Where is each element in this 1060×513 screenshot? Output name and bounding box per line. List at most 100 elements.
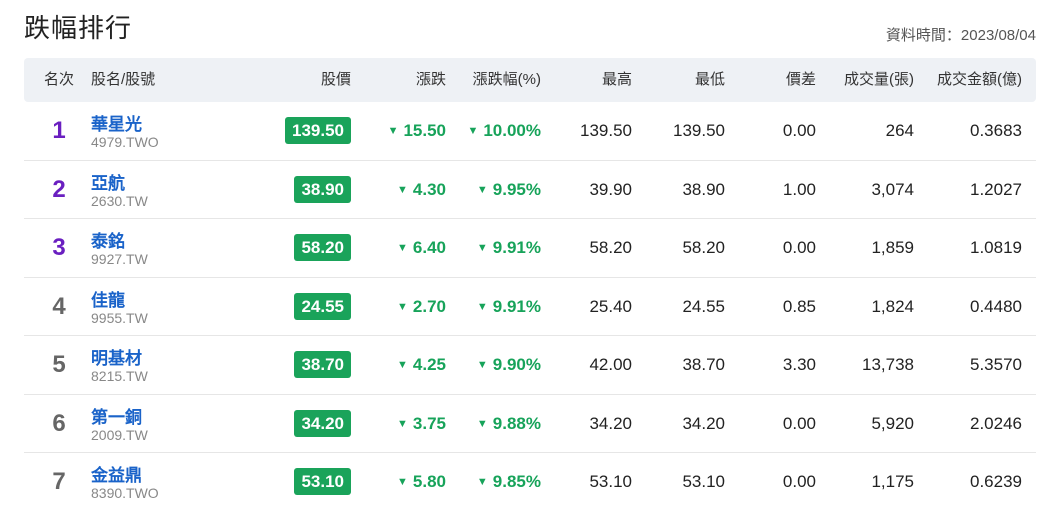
- diff-value: 0.00: [782, 238, 816, 257]
- down-arrow-icon: ▼: [397, 300, 408, 313]
- col-name: 股名/股號: [91, 71, 156, 88]
- col-diff[interactable]: 價差: [785, 71, 816, 88]
- amount-value: 0.6239: [970, 472, 1022, 491]
- amount-value: 1.2027: [970, 179, 1022, 199]
- change-value: ▼ 5.80: [397, 472, 446, 491]
- volume-value: 5,920: [871, 413, 914, 433]
- change-value: ▼ 4.25: [397, 355, 446, 374]
- diff-value: 0.00: [782, 472, 816, 491]
- rank-number: 1: [52, 117, 66, 144]
- change-value: ▼ 3.75: [397, 413, 446, 433]
- diff-value: 1.00: [782, 179, 816, 199]
- low-value: 38.70: [682, 355, 725, 374]
- table-body: 1 華星光 4979.TWO 139.50 ▼ 15.50 ▼ 10.00% 139…: [24, 102, 1036, 512]
- stock-code: 8390.TWO: [91, 485, 159, 501]
- price-badge: 139.50: [285, 117, 351, 144]
- price-badge: 34.20: [294, 409, 351, 437]
- amount-value: 2.0246: [970, 413, 1022, 433]
- diff-value: 0.00: [782, 121, 816, 140]
- stock-code: 2630.TW: [91, 192, 148, 209]
- high-value: 53.10: [589, 472, 632, 491]
- high-value: 25.40: [589, 296, 632, 316]
- change-pct-value: ▼ 9.85%: [476, 472, 541, 491]
- table-row: 1 華星光 4979.TWO 139.50 ▼ 15.50 ▼ 10.00% 139…: [24, 102, 1036, 161]
- stock-name-link[interactable]: 華星光: [91, 115, 142, 135]
- volume-value: 1,175: [871, 472, 914, 491]
- rank-number: 6: [52, 409, 66, 437]
- change-pct-value: ▼ 9.88%: [476, 413, 541, 433]
- stock-name-link[interactable]: 明基材: [91, 349, 142, 369]
- down-arrow-icon: ▼: [397, 417, 408, 430]
- page-title: 跌幅排行: [24, 14, 133, 44]
- down-arrow-icon: ▼: [476, 359, 488, 371]
- col-price[interactable]: 股價: [320, 71, 351, 88]
- low-value: 38.90: [682, 179, 725, 199]
- stock-name-link[interactable]: 第一銅: [91, 407, 142, 428]
- down-arrow-icon: ▼: [397, 359, 408, 371]
- rank-number: 3: [52, 234, 66, 261]
- ranking-table: 名次 股名/股號 股價 漲跌 漲跌幅(%) 最高 最低 價差 成交量(張) 成交…: [24, 58, 1036, 512]
- col-volume[interactable]: 成交量(張): [844, 71, 914, 88]
- stock-name-link[interactable]: 金益鼎: [91, 466, 142, 486]
- volume-value: 264: [885, 121, 914, 140]
- change-pct-value: ▼ 9.95%: [476, 179, 541, 199]
- down-arrow-icon: ▼: [397, 476, 408, 488]
- change-value: ▼ 6.40: [397, 238, 446, 257]
- down-arrow-icon: ▼: [476, 183, 488, 196]
- stock-code: 4979.TWO: [91, 134, 159, 150]
- low-value: 53.10: [682, 472, 725, 491]
- col-low[interactable]: 最低: [694, 71, 725, 88]
- price-badge: 38.90: [294, 175, 351, 203]
- stock-name-link[interactable]: 泰銘: [91, 232, 125, 252]
- down-arrow-icon: ▼: [476, 300, 488, 313]
- stock-name-link[interactable]: 佳龍: [91, 290, 125, 311]
- diff-value: 3.30: [782, 355, 816, 374]
- stock-code: 2009.TW: [91, 426, 148, 443]
- price-badge: 53.10: [294, 468, 351, 495]
- low-value: 58.20: [682, 238, 725, 257]
- down-arrow-icon: ▼: [397, 242, 408, 254]
- change-value: ▼ 4.30: [397, 179, 446, 199]
- change-pct-value: ▼ 9.90%: [476, 355, 541, 374]
- col-change-pct[interactable]: 漲跌幅(%): [472, 71, 541, 88]
- price-badge: 24.55: [294, 292, 351, 320]
- stock-code: 9927.TW: [91, 251, 148, 267]
- stock-code: 9955.TW: [91, 309, 148, 326]
- amount-value: 0.4480: [970, 296, 1022, 316]
- low-value: 24.55: [682, 296, 725, 316]
- down-arrow-icon: ▼: [476, 417, 488, 430]
- down-arrow-icon: ▼: [397, 183, 408, 196]
- high-value: 34.20: [589, 413, 632, 433]
- low-value: 34.20: [682, 413, 725, 433]
- high-value: 42.00: [589, 355, 632, 374]
- col-amount[interactable]: 成交金額(億): [937, 71, 1022, 88]
- diff-value: 0.85: [782, 296, 816, 316]
- col-change[interactable]: 漲跌: [415, 71, 446, 88]
- volume-value: 13,738: [862, 355, 914, 374]
- amount-value: 0.3683: [970, 121, 1022, 140]
- change-value: ▼ 15.50: [387, 121, 446, 140]
- price-badge: 58.20: [294, 234, 351, 261]
- down-arrow-icon: ▼: [387, 125, 399, 137]
- down-arrow-icon: ▼: [467, 125, 479, 137]
- stock-name-link[interactable]: 亞航: [91, 173, 125, 194]
- change-value: ▼ 2.70: [397, 296, 446, 316]
- high-value: 58.20: [589, 238, 632, 257]
- price-badge: 38.70: [294, 351, 351, 378]
- table-header: 名次 股名/股號 股價 漲跌 漲跌幅(%) 最高 最低 價差 成交量(張) 成交…: [24, 58, 1036, 102]
- rank-number: 7: [52, 468, 66, 495]
- table-row: 5 明基材 8215.TW 38.70 ▼ 4.25 ▼ 9.90% 42.00 3…: [24, 336, 1036, 395]
- table-row: 4 佳龍 9955.TW 24.55 ▼ 2.70 ▼ 9.91% 25.40 24…: [24, 278, 1036, 336]
- stock-code: 8215.TW: [91, 368, 148, 384]
- rank-number: 2: [52, 175, 66, 203]
- col-high[interactable]: 最高: [601, 71, 632, 88]
- high-value: 139.50: [580, 121, 632, 140]
- rank-number: 4: [52, 292, 66, 320]
- volume-value: 3,074: [871, 179, 914, 199]
- data-timestamp: 資料時間：2023/08/04: [885, 27, 1036, 44]
- change-pct-value: ▼ 9.91%: [476, 296, 541, 316]
- change-pct-value: ▼ 9.91%: [476, 238, 541, 257]
- rank-number: 5: [52, 351, 66, 378]
- amount-value: 5.3570: [970, 355, 1022, 374]
- col-rank: 名次: [44, 71, 75, 88]
